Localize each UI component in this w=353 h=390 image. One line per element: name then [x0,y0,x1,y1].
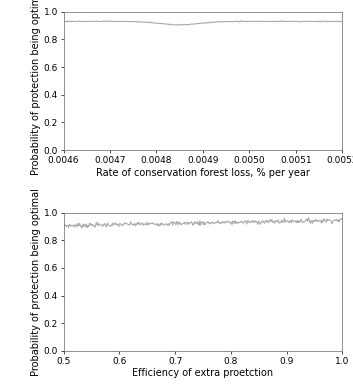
Y-axis label: Probability of protection being optimal: Probability of protection being optimal [31,188,41,376]
X-axis label: Rate of conservation forest loss, % per year: Rate of conservation forest loss, % per … [96,168,310,177]
Y-axis label: Probability of protection being optimal: Probability of protection being optimal [31,0,41,175]
X-axis label: Efficiency of extra proetction: Efficiency of extra proetction [132,368,274,378]
